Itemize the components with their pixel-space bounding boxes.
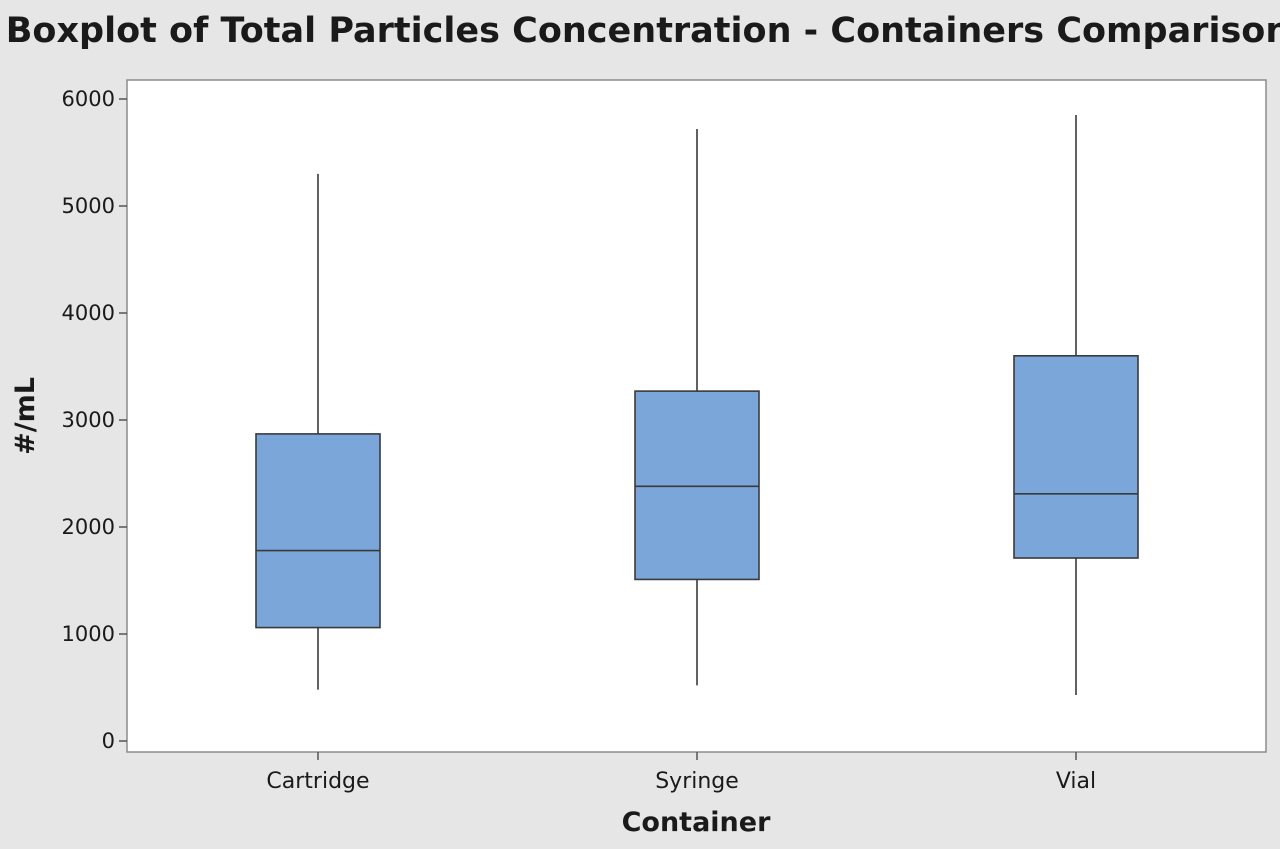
box-syringe xyxy=(634,128,760,686)
y-tick-label: 5000 xyxy=(62,194,115,218)
interquartile-box xyxy=(255,433,381,629)
y-tick-label: 3000 xyxy=(62,408,115,432)
x-tick-label: Syringe xyxy=(655,769,739,794)
y-tick-label: 6000 xyxy=(62,87,115,111)
x-tick-label: Vial xyxy=(1056,769,1096,794)
y-tick-label: 0 xyxy=(102,729,115,753)
y-axis: 0 1000 2000 3000 4000 5000 6000 xyxy=(62,87,127,753)
box-cartridge xyxy=(255,173,381,690)
interquartile-box xyxy=(1013,354,1139,559)
y-tick-label: 4000 xyxy=(62,301,115,325)
y-tick-label: 1000 xyxy=(62,622,115,646)
x-axis-label: Container xyxy=(622,807,772,838)
interquartile-box xyxy=(634,390,760,581)
chart-title: Boxplot of Total Particles Concentration… xyxy=(6,11,1280,51)
x-axis: Cartridge Syringe Vial xyxy=(266,752,1096,794)
x-tick-label: Cartridge xyxy=(266,769,369,794)
box-series xyxy=(255,115,1139,695)
y-axis-label: #/mL xyxy=(10,377,41,455)
box-vial xyxy=(1013,115,1139,695)
y-tick-label: 2000 xyxy=(62,515,115,539)
